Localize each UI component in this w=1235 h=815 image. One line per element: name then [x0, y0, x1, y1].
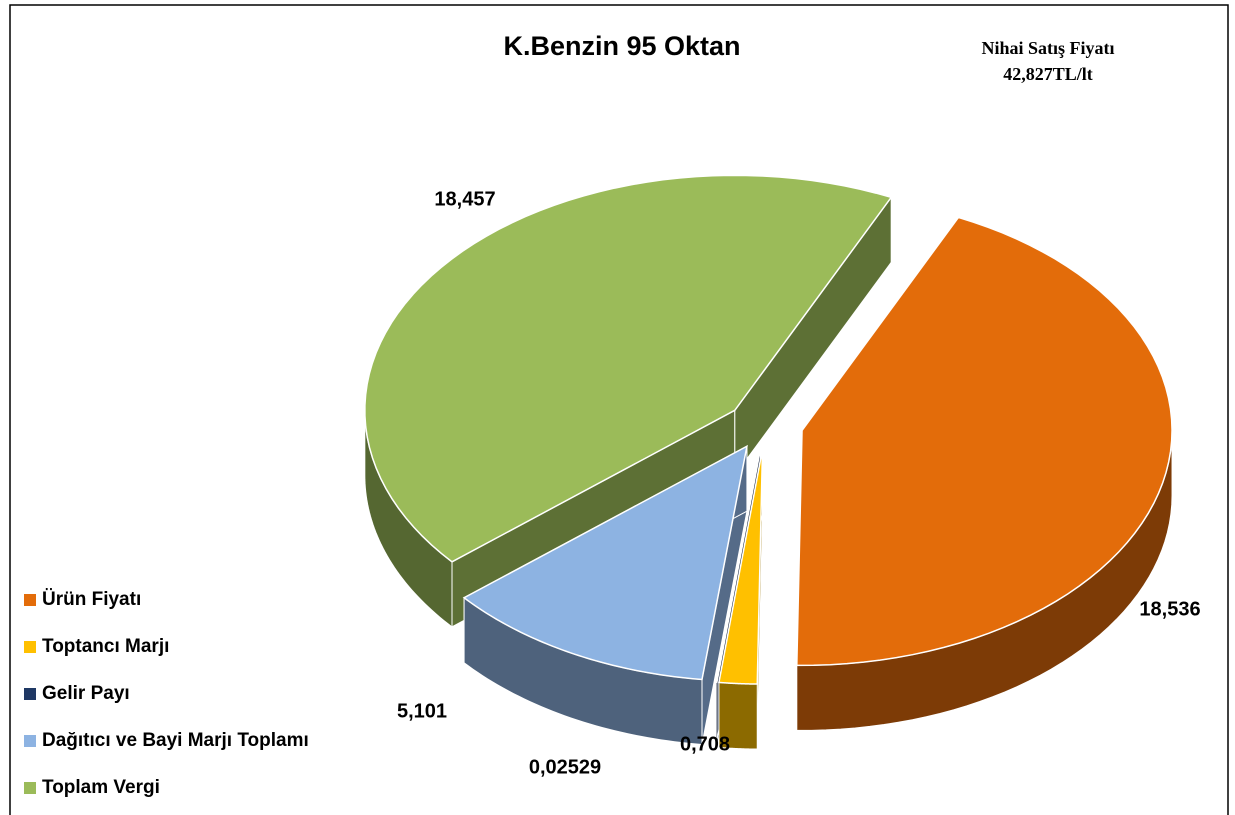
data-label: 0,708	[680, 733, 730, 755]
legend-swatch	[24, 594, 36, 606]
legend-swatch	[24, 641, 36, 653]
data-label: 18,536	[1139, 598, 1200, 620]
slice-top	[462, 444, 748, 681]
legend-swatch	[24, 782, 36, 794]
chart-title: K.Benzin 95 Oktan	[503, 31, 740, 61]
legend-label: Dağıtıcı ve Bayi Marjı Toplamı	[42, 730, 309, 751]
slice-top	[796, 216, 1173, 667]
data-label: 0,02529	[529, 756, 601, 778]
annotation: 42,827TL/lt	[1003, 64, 1093, 84]
data-label: 18,457	[434, 188, 495, 210]
legend-label: Toptancı Marjı	[42, 636, 169, 657]
legend-label: Gelir Payı	[42, 683, 130, 704]
annotation: Nihai Satış Fiyatı	[981, 38, 1114, 58]
slice-top	[364, 174, 893, 563]
slice	[718, 448, 764, 750]
slice-top	[714, 448, 762, 684]
slice	[462, 444, 748, 746]
slice	[796, 215, 1173, 731]
legend-label: Ürün Fiyatı	[42, 589, 141, 610]
legend-swatch	[24, 688, 36, 700]
slice-top	[718, 448, 764, 685]
chart-border	[9, 4, 1229, 815]
legend-swatch	[24, 735, 36, 747]
legend-label: Toplam Vergi	[42, 777, 160, 798]
data-label: 5,101	[397, 700, 447, 722]
